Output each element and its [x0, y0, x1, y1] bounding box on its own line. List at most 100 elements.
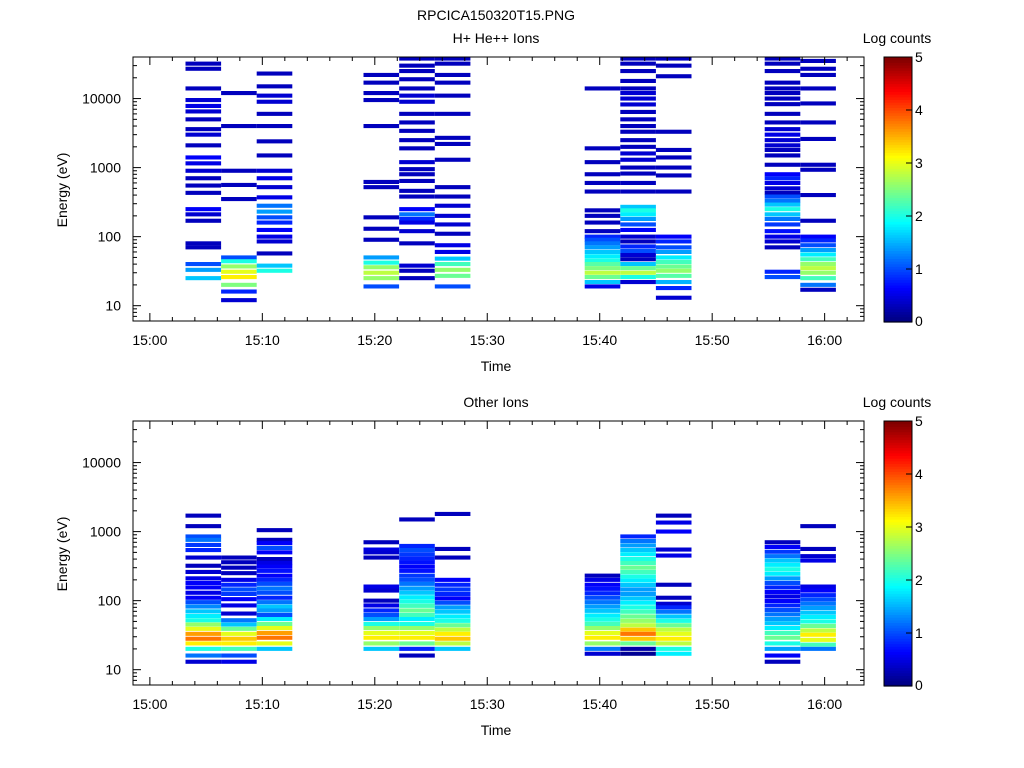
heatmap-cell — [655, 627, 692, 632]
heatmap-cell — [584, 284, 621, 289]
heatmap-cell — [655, 129, 692, 134]
heatmap-cell — [800, 58, 836, 63]
heatmap-cell — [764, 138, 801, 143]
colorbar-step — [884, 481, 912, 486]
heatmap-cell — [363, 608, 400, 613]
heatmap-cell — [434, 591, 471, 596]
heatmap-cell — [185, 513, 222, 518]
heatmap-cell — [399, 276, 435, 281]
heatmap-cell — [399, 167, 435, 172]
heatmap-cell — [434, 273, 471, 278]
heatmap-cell — [399, 194, 435, 199]
colorbar-step — [884, 505, 912, 510]
x-tick-label: 15:30 — [470, 332, 505, 348]
colorbar-step — [884, 587, 912, 592]
heatmap-cell — [584, 595, 621, 600]
colorbar-tick-label: 0 — [915, 313, 923, 329]
colorbar-step — [884, 250, 912, 254]
colorbar-step — [884, 511, 912, 515]
heatmap-cell — [185, 595, 222, 600]
colorbar-step — [884, 513, 912, 517]
heatmap-cell — [764, 630, 801, 635]
heatmap-cell — [221, 282, 257, 287]
colorbar-step — [884, 80, 912, 85]
y-tick-label: 10 — [105, 298, 121, 314]
heatmap-cell — [399, 216, 435, 221]
heatmap-cell — [800, 632, 836, 637]
heatmap-cell — [399, 99, 435, 104]
heatmap-cell — [185, 176, 222, 181]
heatmap-cell — [800, 270, 836, 275]
colorbar-ticks: 0 1 2 3 4 5 — [906, 413, 923, 693]
heatmap-cell — [800, 238, 836, 243]
colorbar-step — [884, 216, 912, 220]
colorbar-step — [884, 622, 912, 626]
heatmap-cell — [800, 167, 836, 172]
heatmap-cell — [764, 186, 801, 191]
heatmap-cell — [584, 651, 621, 656]
x-tick-label: 15:50 — [695, 332, 730, 348]
heatmap-cell — [620, 600, 656, 605]
heatmap-cell — [399, 617, 435, 622]
colorbar-tick-label: 2 — [915, 572, 923, 588]
heatmap-cell — [800, 243, 836, 248]
heatmap-cell — [399, 207, 435, 212]
heatmap-cell — [620, 61, 656, 66]
heatmap-cell — [256, 573, 293, 578]
heatmap-cell — [185, 262, 222, 267]
heatmap-cell — [399, 517, 435, 522]
heatmap-cell — [399, 646, 435, 651]
heatmap-cell — [434, 577, 471, 582]
heatmap-cell — [221, 264, 257, 269]
heatmap-cell — [363, 550, 400, 555]
heatmap-cell — [764, 234, 801, 239]
colorbar-step — [884, 223, 912, 228]
heatmap-cell — [620, 212, 656, 217]
colorbar-step — [884, 226, 912, 230]
heatmap-cell — [620, 534, 656, 539]
heatmap-cell — [185, 636, 222, 641]
heatmap-cell — [256, 195, 293, 200]
heatmap-cells — [185, 56, 836, 303]
heatmap-cell — [620, 257, 656, 262]
heatmap-cell — [256, 251, 293, 256]
heatmap-cell — [764, 143, 801, 148]
colorbar-step — [884, 495, 912, 499]
heatmap-cell — [221, 597, 257, 602]
heatmap-cell — [584, 280, 621, 285]
colorbar-step — [884, 91, 912, 95]
heatmap-cell — [655, 605, 692, 610]
colorbar-step — [884, 436, 912, 441]
heatmap-cell — [764, 216, 801, 221]
colorbar-step — [884, 466, 912, 470]
colorbar-step — [884, 627, 912, 631]
heatmap-cell — [185, 590, 222, 595]
heatmap-cell — [800, 66, 836, 71]
colorbar-step — [884, 194, 912, 199]
heatmap-cell — [764, 239, 801, 244]
colorbar-step — [884, 300, 912, 305]
heatmap-cell — [584, 630, 621, 635]
heatmap-cell — [363, 555, 400, 560]
colorbar-step — [884, 569, 912, 573]
heatmap-cell — [256, 590, 293, 595]
heatmap-cell — [764, 576, 801, 581]
heatmap-cell — [620, 124, 656, 129]
heatmap-cell — [800, 72, 836, 77]
colorbar-step — [884, 112, 912, 116]
colorbar-tick-label: 4 — [915, 102, 923, 118]
heatmap-cell — [584, 635, 621, 640]
heatmap-cell — [399, 556, 435, 561]
heatmap-cell — [221, 577, 257, 582]
heatmap-cell — [256, 541, 293, 546]
colorbar-step — [884, 428, 912, 433]
heatmap-cell — [764, 603, 801, 608]
heatmap-cell — [256, 234, 293, 239]
heatmap-cell — [620, 253, 656, 258]
heatmap-cell — [800, 252, 836, 257]
heatmap-cell — [185, 659, 222, 664]
heatmap-cell — [434, 546, 471, 551]
heatmap-cell — [800, 637, 836, 642]
colorbar-step — [884, 213, 912, 217]
colorbar-step — [884, 131, 912, 135]
